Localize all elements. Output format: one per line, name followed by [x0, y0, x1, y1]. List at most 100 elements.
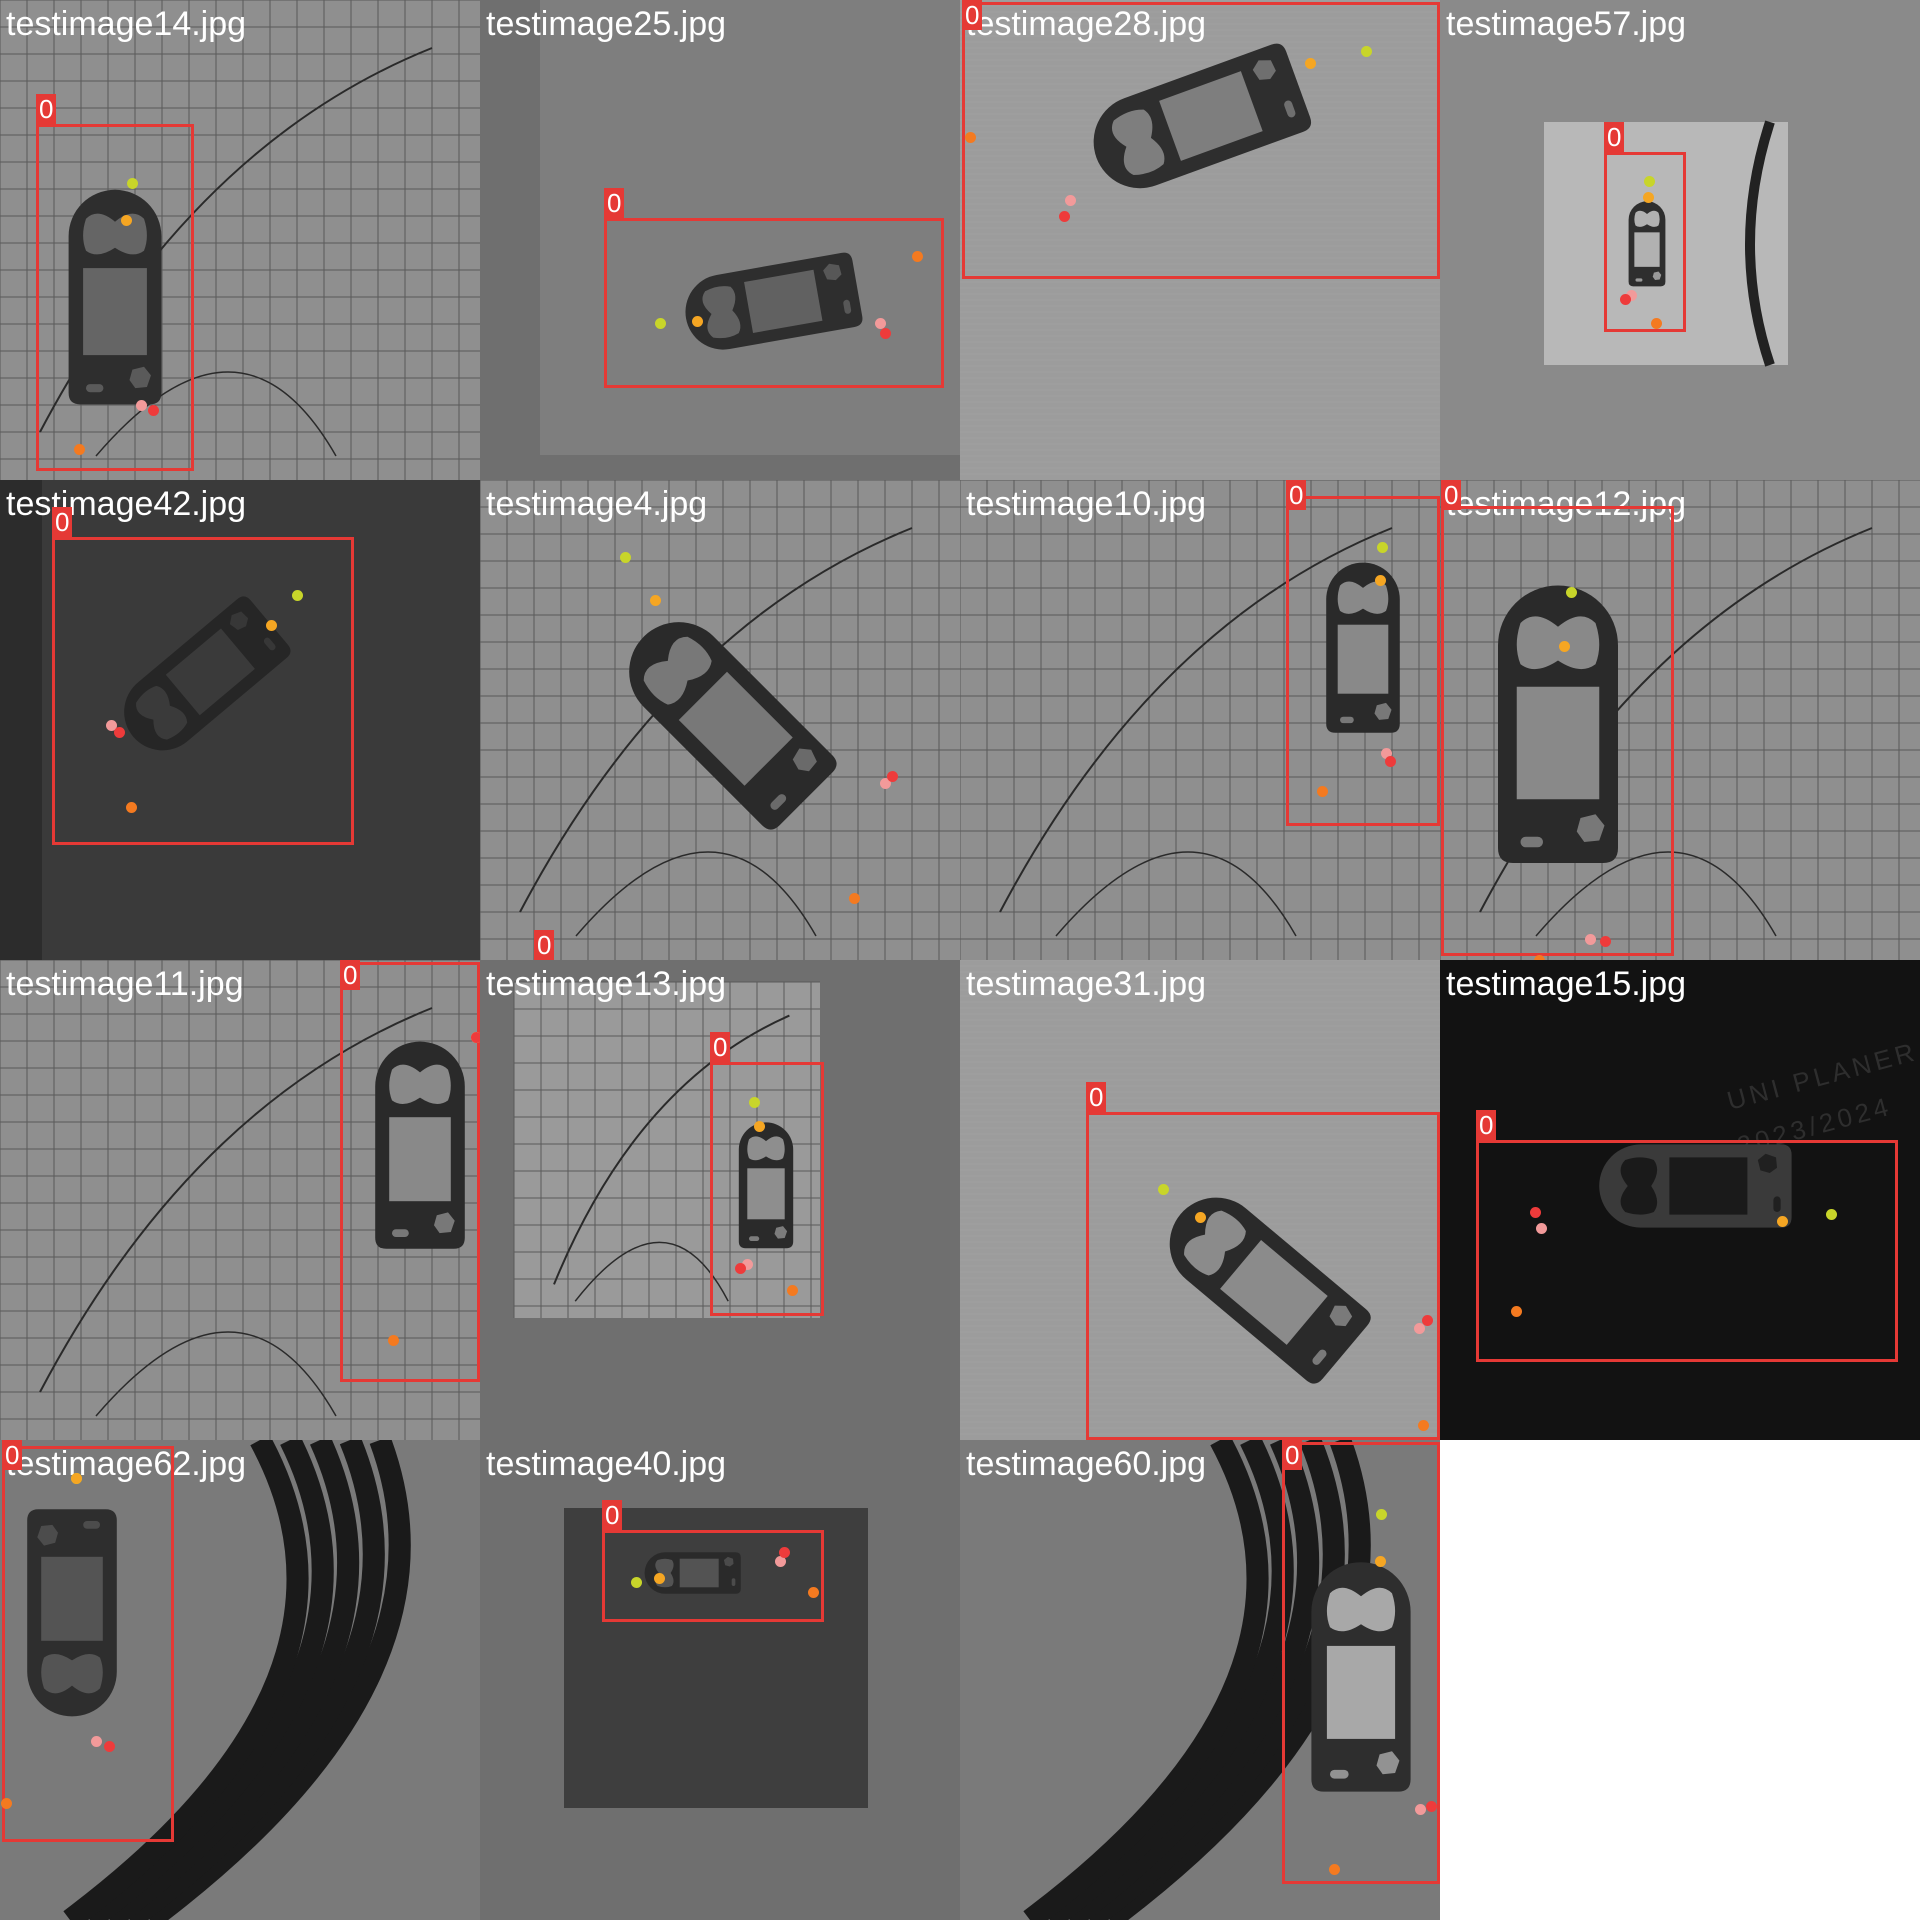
gasket-part [1599, 1144, 1792, 1228]
detection-box [602, 1530, 824, 1622]
result-tile: testimage40.jpg 0 [480, 1440, 960, 1920]
keypoint-dot [749, 1097, 760, 1108]
detection-class-label: 0 [602, 1500, 623, 1530]
keypoint-dot [692, 316, 703, 327]
detection-class-label: 0 [2, 1440, 23, 1470]
keypoint-dot [875, 318, 886, 329]
gasket-part [1169, 1197, 1371, 1384]
keypoint-dot [1530, 1207, 1541, 1218]
tile-image [0, 480, 480, 960]
tile-filename: testimage31.jpg [966, 965, 1207, 1003]
tile-filename: testimage28.jpg [966, 5, 1207, 43]
keypoint-dot [114, 727, 125, 738]
keypoint-dot [1422, 1315, 1433, 1326]
tile-image [480, 1440, 960, 1920]
keypoint-dot [887, 771, 898, 782]
keypoint-dot [1317, 786, 1328, 797]
tile-image [1440, 0, 1920, 480]
gasket-part [685, 252, 863, 350]
keypoint-dot [1626, 290, 1637, 301]
tile-filename: testimage57.jpg [1446, 5, 1687, 43]
keypoint-dot [1426, 1801, 1437, 1812]
gasket-part [1498, 585, 1618, 863]
keypoint-dot [1414, 1323, 1425, 1334]
result-tile: testimage57.jpg 0 [1440, 0, 1920, 480]
keypoint-dot [787, 1285, 798, 1296]
gasket-part [124, 596, 291, 751]
tile-image [0, 960, 480, 1440]
keypoint-dot [754, 1121, 765, 1132]
keypoint-dot [631, 1577, 642, 1588]
keypoint-dot [1361, 46, 1372, 57]
detection-class-label: 0 [1282, 1440, 1303, 1470]
keypoint-dot [1377, 542, 1388, 553]
tile-filename: testimage10.jpg [966, 485, 1207, 523]
tile-filename: testimage40.jpg [486, 1445, 727, 1483]
result-tile: testimage60.jpg 0 [960, 1440, 1440, 1920]
result-tile: testimage25.jpg 0 [480, 0, 960, 480]
keypoint-dot [388, 1335, 399, 1346]
detection-class-label: 0 [604, 188, 625, 218]
detection-class-label: 0 [1604, 122, 1625, 152]
tile-image [0, 1440, 480, 1920]
detection-box [1282, 1442, 1440, 1884]
tile-image [960, 0, 1440, 480]
keypoint-dot [1195, 1212, 1206, 1223]
result-tile: testimage31.jpg 0 [960, 960, 1440, 1440]
keypoint-dot [127, 178, 138, 189]
tile-filename: testimage14.jpg [6, 5, 247, 43]
tile-image [1440, 480, 1920, 960]
gasket-part [738, 1122, 794, 1249]
keypoint-dot [1511, 1306, 1522, 1317]
gasket-part [68, 189, 162, 405]
keypoint-dot [1777, 1216, 1788, 1227]
result-tile: testimage62.jpg 0 [0, 1440, 480, 1920]
keypoint-dot [808, 1587, 819, 1598]
keypoint-dot [650, 595, 661, 606]
gasket-part [1326, 562, 1400, 733]
tile-filename: testimage11.jpg [6, 965, 244, 1003]
detection-box [52, 537, 354, 845]
gasket-part [629, 622, 837, 830]
keypoint-dot [965, 132, 976, 143]
keypoint-dot [121, 215, 132, 226]
tile-filename: testimage62.jpg [6, 1445, 247, 1483]
detection-class-label: 0 [1086, 1082, 1107, 1112]
keypoint-dot [1826, 1209, 1837, 1220]
detection-box [962, 2, 1440, 279]
keypoint-dot [471, 1032, 480, 1043]
keypoint-dot [1620, 294, 1631, 305]
gasket-part [375, 1041, 465, 1249]
result-tile: UNI PLANER 2023/2024 testimage15.jpg 0 [1440, 960, 1920, 1440]
keypoint-dot [136, 400, 147, 411]
detection-class-label: 0 [1476, 1110, 1497, 1140]
result-tile: testimage10.jpg 0 [960, 480, 1440, 960]
detection-class-label: 0 [340, 960, 361, 990]
tile-image [0, 0, 480, 480]
tile-image [960, 1440, 1440, 1920]
detection-class-label: 0 [36, 94, 57, 124]
keypoint-dot [849, 893, 860, 904]
keypoint-dot [1065, 195, 1076, 206]
tile-image [480, 480, 960, 960]
gasket-part [644, 1552, 741, 1594]
detection-box [710, 1062, 824, 1316]
result-tile: testimage13.jpg 0 [480, 960, 960, 1440]
tile-filename: testimage60.jpg [966, 1445, 1207, 1483]
result-tile: testimage42.jpg 0 [0, 480, 480, 960]
result-tile: testimage12.jpg 0 [1440, 480, 1920, 960]
keypoint-dot [1566, 587, 1577, 598]
keypoint-dot [91, 1736, 102, 1747]
tile-filename: testimage25.jpg [486, 5, 727, 43]
keypoint-dot [1329, 1864, 1340, 1875]
keypoint-dot [654, 1573, 665, 1584]
result-tile: testimage11.jpg 0 [0, 960, 480, 1440]
keypoint-dot [655, 318, 666, 329]
detection-box [1604, 152, 1686, 332]
keypoint-dot [1375, 575, 1386, 586]
keypoint-dot [742, 1259, 753, 1270]
detection-box [340, 962, 480, 1382]
keypoint-dot [735, 1263, 746, 1274]
result-tile: testimage14.jpg 0 [0, 0, 480, 480]
